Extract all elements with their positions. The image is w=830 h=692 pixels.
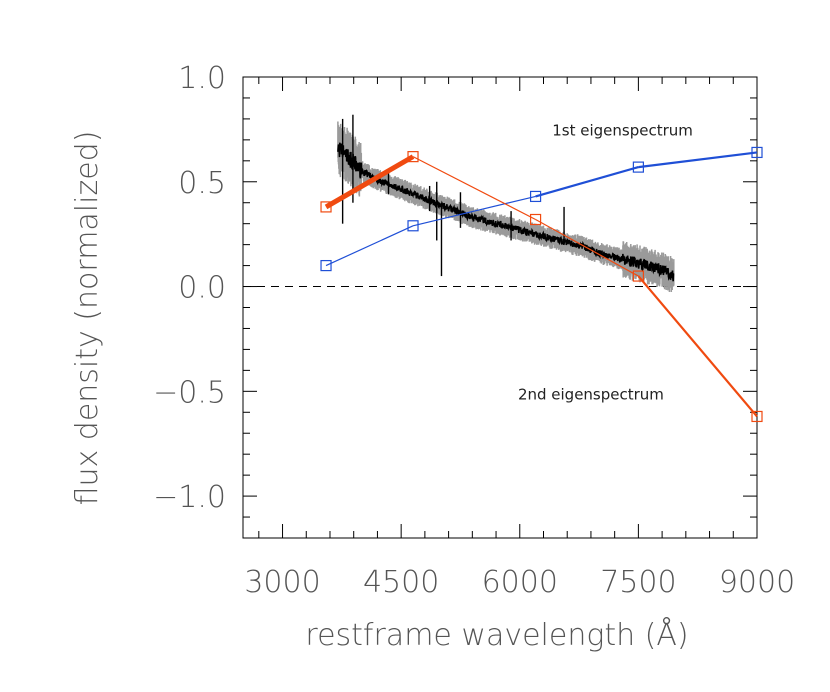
series-1-segment <box>325 225 414 267</box>
spectrum <box>337 114 675 292</box>
axis-ticks <box>243 76 758 538</box>
series-2-segment <box>412 156 536 221</box>
series-1-segment <box>638 151 758 169</box>
series-2-segment <box>324 154 415 210</box>
annotations: 1st eigenspectrum 2nd eigenspectrum <box>518 122 693 404</box>
x-tick-label: 6000 <box>482 565 558 600</box>
x-axis-title: restframe wavelength (Å) <box>305 616 688 653</box>
series-2-segment <box>637 275 758 418</box>
series-1-marker <box>407 220 419 232</box>
series-layer <box>320 146 763 423</box>
y-tick-label: −0.5 <box>153 375 226 410</box>
tick-labels: 3000 4500 6000 7500 9000 −1.0 −0.5 0.0 0.5 1.0 <box>153 61 795 600</box>
series-2-marker <box>320 201 332 213</box>
y-tick-label: −1.0 <box>153 480 226 515</box>
spectrum-noise-band <box>337 121 675 292</box>
plot-frame <box>242 76 758 539</box>
y-tick-label: 0.0 <box>178 271 226 306</box>
y-tick-label: 0.5 <box>178 166 226 201</box>
y-tick-label: 1.0 <box>178 61 226 96</box>
series-1-marker <box>529 190 542 203</box>
x-tick-label: 7500 <box>600 565 676 600</box>
series-2-marker <box>407 151 419 163</box>
plot-area-border <box>242 76 758 539</box>
series-1-segment <box>412 195 536 227</box>
x-tick-label: 9000 <box>719 565 795 600</box>
annotation-1: 1st eigenspectrum <box>552 122 693 140</box>
series-1-segment <box>535 166 639 198</box>
series-2-segment <box>535 218 639 277</box>
x-tick-label: 3000 <box>244 565 320 600</box>
x-tick-label: 4500 <box>363 565 439 600</box>
series-2-marker <box>751 410 763 423</box>
series-1-marker <box>320 259 332 272</box>
y-axis-title: flux density (normalized) <box>70 131 105 506</box>
series-2-marker <box>529 213 542 226</box>
spectrum-line <box>337 142 675 282</box>
series-2-marker <box>632 270 644 282</box>
series-1-marker <box>751 146 763 159</box>
series-1-marker <box>632 161 644 173</box>
annotation-2: 2nd eigenspectrum <box>518 386 664 404</box>
